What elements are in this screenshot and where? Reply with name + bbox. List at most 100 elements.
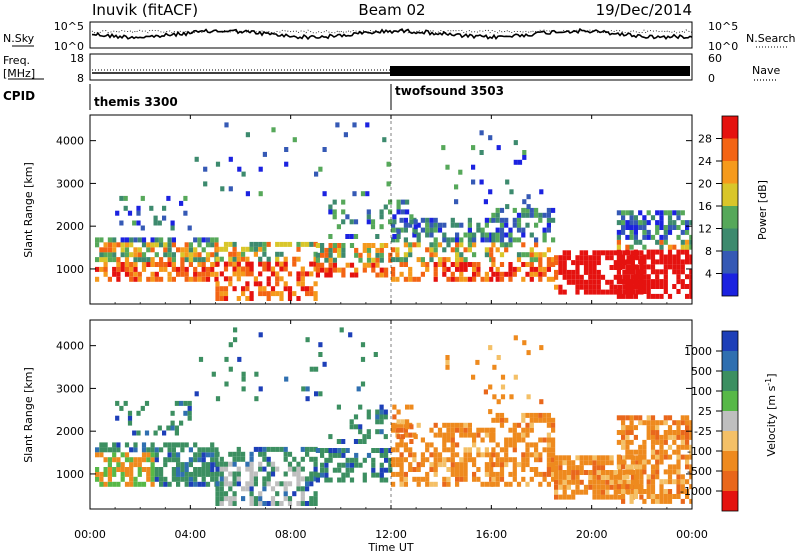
- velocity-cell: [459, 422, 464, 428]
- velocity-cell: [625, 474, 630, 480]
- velocity-cell: [120, 462, 125, 468]
- power-cell: [403, 242, 408, 248]
- power-cell: [504, 247, 509, 253]
- power-cell: [386, 181, 391, 187]
- power-cell: [236, 251, 241, 257]
- velocity-cell: [463, 427, 468, 433]
- power-cell: [663, 279, 668, 285]
- power-cell: [655, 220, 660, 226]
- velocity-cell: [315, 477, 320, 483]
- velocity-cell: [337, 452, 342, 458]
- power-cell: [245, 286, 250, 292]
- power-cell: [429, 257, 434, 263]
- velocity-cell: [455, 427, 460, 433]
- velocity-cell: [287, 481, 293, 487]
- velocity-cell: [270, 461, 276, 467]
- velocity-cell: [103, 442, 108, 448]
- power-cell: [689, 244, 692, 250]
- velocity-cell: [433, 471, 438, 477]
- velocity-cell: [412, 476, 417, 482]
- power-cell: [521, 227, 526, 233]
- power-cell: [655, 274, 660, 280]
- power-cell: [542, 271, 547, 277]
- power-cell: [366, 252, 372, 258]
- velocity-cell: [672, 449, 677, 455]
- velocity-cell: [446, 427, 451, 433]
- noise-search-line: [91, 29, 693, 34]
- velocity-cell: [241, 376, 246, 382]
- velocity-cell: [296, 471, 301, 477]
- power-cell: [162, 215, 167, 221]
- power-cell: [366, 257, 372, 263]
- velocity-cell: [384, 452, 389, 458]
- velocity-cell: [391, 457, 396, 463]
- velocity-cell: [425, 471, 430, 477]
- velocity-cell: [399, 437, 404, 443]
- power-cell: [223, 286, 229, 292]
- power-cell: [437, 227, 443, 233]
- power-cell: [388, 209, 393, 215]
- power-cell: [480, 232, 485, 238]
- velocity-cell: [133, 447, 138, 453]
- power-cell: [193, 276, 198, 282]
- velocity-cell: [521, 432, 526, 438]
- velocity-cell: [526, 350, 531, 356]
- velocity-cell: [685, 420, 690, 426]
- power-cell: [396, 209, 401, 215]
- velocity-cell: [176, 442, 181, 448]
- power-cell: [287, 296, 293, 301]
- power-cell: [616, 249, 621, 255]
- power-cell: [600, 274, 606, 280]
- power-cell: [655, 259, 660, 265]
- power-cell: [266, 266, 271, 272]
- power-cell: [516, 217, 522, 223]
- velocity-cell: [107, 467, 112, 472]
- velocity-cell: [596, 474, 601, 480]
- power-cell: [332, 243, 337, 248]
- velocity-cell: [399, 452, 404, 458]
- power-cell: [613, 289, 618, 295]
- velocity-cell: [495, 476, 500, 482]
- power-cell: [266, 281, 271, 287]
- velocity-cell: [188, 481, 193, 487]
- velocity-cell: [629, 449, 634, 455]
- power-cell: [241, 286, 246, 292]
- power-cell: [349, 234, 354, 239]
- velocity-cell: [472, 471, 477, 477]
- power-cell: [258, 191, 263, 197]
- velocity-cell: [184, 467, 189, 472]
- velocity-cell: [150, 457, 155, 463]
- power-cell: [305, 286, 310, 292]
- power-cell: [210, 242, 215, 248]
- power-cell: [622, 269, 627, 275]
- velocity-cell: [534, 442, 539, 448]
- power-cell: [609, 250, 614, 256]
- velocity-cell: [112, 452, 117, 458]
- velocity-cell: [258, 466, 263, 472]
- power-cell: [315, 252, 320, 258]
- velocity-cell: [672, 494, 677, 499]
- power-cell: [650, 259, 656, 265]
- velocity-cell: [210, 452, 215, 458]
- power-cell: [413, 219, 418, 225]
- velocity-cell: [141, 442, 147, 448]
- velocity-cell: [588, 479, 593, 485]
- velocity-cell: [371, 472, 376, 478]
- power-cell: [167, 262, 172, 267]
- x-axis-label: Time UT: [367, 541, 413, 554]
- velocity-cell: [667, 479, 673, 485]
- power-cell: [324, 247, 329, 253]
- power-cell: [146, 257, 151, 263]
- power-cell: [210, 252, 215, 258]
- power-cell: [408, 242, 413, 248]
- power-cell: [642, 220, 647, 226]
- velocity-cell: [388, 467, 393, 473]
- velocity-cell: [141, 481, 147, 487]
- velocity-cell: [521, 417, 526, 423]
- power-cell: [433, 262, 438, 267]
- power-cell: [450, 276, 455, 282]
- power-cell: [136, 210, 141, 216]
- velocity-cell: [420, 457, 425, 463]
- power-cell: [672, 284, 677, 289]
- velocity-cell: [491, 471, 496, 477]
